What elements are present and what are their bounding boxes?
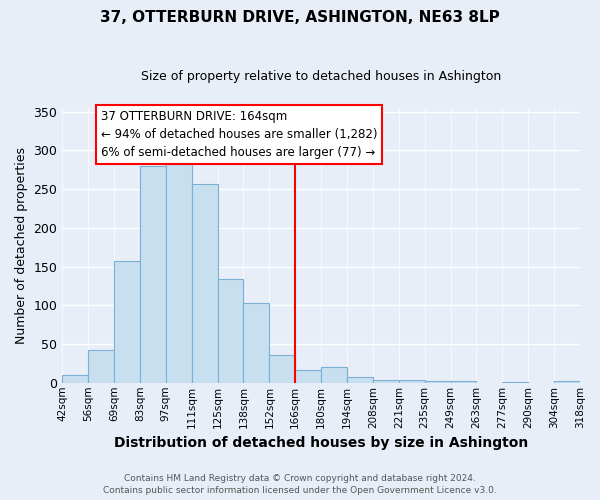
Bar [373, 380, 399, 383]
X-axis label: Distribution of detached houses by size in Ashington: Distribution of detached houses by size … [114, 436, 528, 450]
Bar [451, 381, 476, 383]
Bar [192, 184, 218, 383]
Text: 37 OTTERBURN DRIVE: 164sqm
← 94% of detached houses are smaller (1,282)
6% of se: 37 OTTERBURN DRIVE: 164sqm ← 94% of deta… [101, 110, 377, 159]
Text: Contains HM Land Registry data © Crown copyright and database right 2024.
Contai: Contains HM Land Registry data © Crown c… [103, 474, 497, 495]
Bar [399, 380, 425, 383]
Bar [114, 261, 140, 383]
Bar [269, 355, 295, 383]
Title: Size of property relative to detached houses in Ashington: Size of property relative to detached ho… [141, 70, 501, 83]
Bar [321, 368, 347, 383]
Bar [62, 375, 88, 383]
Bar [502, 382, 528, 383]
Bar [166, 164, 192, 383]
Bar [554, 381, 580, 383]
Bar [218, 279, 244, 383]
Bar [425, 381, 451, 383]
Bar [347, 378, 373, 383]
Bar [88, 350, 114, 383]
Bar [295, 370, 321, 383]
Bar [244, 303, 269, 383]
Y-axis label: Number of detached properties: Number of detached properties [15, 147, 28, 344]
Text: 37, OTTERBURN DRIVE, ASHINGTON, NE63 8LP: 37, OTTERBURN DRIVE, ASHINGTON, NE63 8LP [100, 10, 500, 25]
Bar [140, 166, 166, 383]
